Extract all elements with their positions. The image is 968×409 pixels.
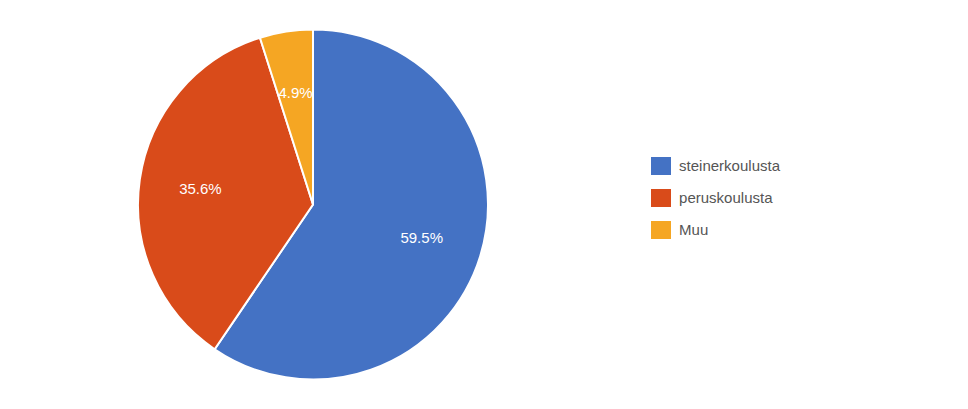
html-text:peruskoulusta: peruskoulusta — [679, 189, 773, 206]
html-text:steinerkoulusta: steinerkoulusta — [679, 157, 780, 174]
html-text:Muu: Muu — [679, 221, 709, 238]
svg-text:59.5%: 59.5% — [400, 229, 443, 246]
svg-text:35.6%: 35.6% — [179, 180, 222, 197]
svg-text:4.9%: 4.9% — [278, 84, 312, 101]
